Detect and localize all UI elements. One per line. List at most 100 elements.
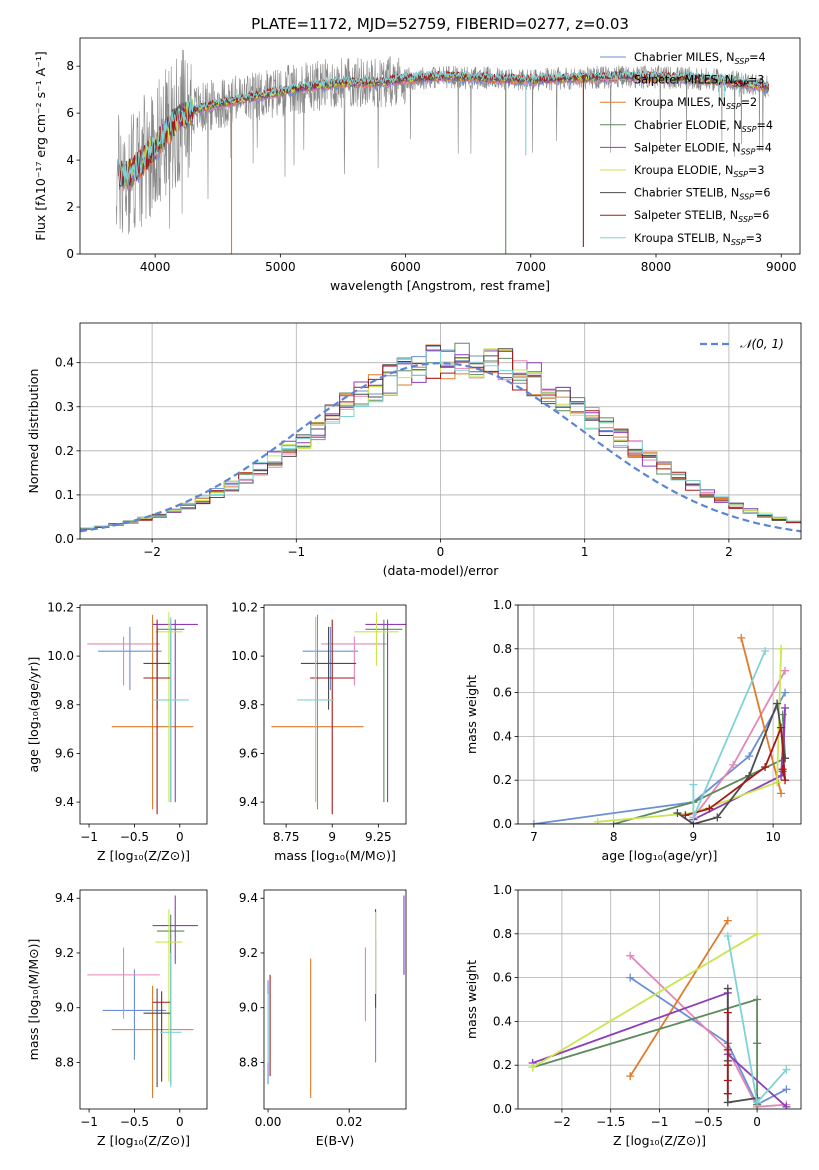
weight-point-marker bbox=[528, 1063, 537, 1072]
panel-age-vs-mass: 8.75 9 9.25 9.4 9.6 9.8 10.0 10.2 mass [log₁₀(M/… bbox=[231, 600, 407, 863]
plot-area bbox=[271, 612, 406, 815]
figure-title: PLATE=1172, MJD=52759, FIBERID=0277, z=0… bbox=[251, 15, 629, 33]
axes-frame bbox=[79, 604, 208, 825]
weight-point-marker bbox=[723, 1045, 732, 1054]
y-tick-label: 9.6 bbox=[239, 746, 258, 760]
panel-mass-vs-Z: −1 −0.5 0 8.8 9.0 9.2 9.4 Z [log₁₀(Z/Z⊙)] mass [… bbox=[26, 889, 208, 1148]
x-tick-label: 9 bbox=[328, 830, 336, 844]
y-tick-label: 0 bbox=[66, 247, 74, 261]
axes-frame bbox=[79, 889, 208, 1110]
weight-point-marker bbox=[753, 1098, 762, 1107]
weight-point-marker bbox=[723, 1098, 732, 1107]
x-axis-label: E(B-V) bbox=[316, 1133, 355, 1148]
weight-point-marker bbox=[753, 1039, 762, 1048]
x-tick-label: 10 bbox=[765, 830, 780, 844]
y-tick-label: 0.2 bbox=[493, 1058, 512, 1072]
weight-point-marker bbox=[713, 813, 722, 822]
x-tick-label: −1 bbox=[80, 830, 98, 844]
legend-label: Chabrier STELIB, NSSP=6 bbox=[634, 187, 771, 202]
weight-point-marker bbox=[773, 778, 782, 787]
y-tick-label: 9.4 bbox=[239, 795, 258, 809]
residual-histogram bbox=[80, 345, 801, 539]
weight-point-marker bbox=[782, 1065, 791, 1074]
weight-series-line bbox=[740, 637, 782, 794]
y-tick-label: 0.0 bbox=[493, 1102, 512, 1116]
weight-point-marker bbox=[626, 1072, 635, 1081]
x-axis-label: Z [log₁₀(Z/Z⊙)] bbox=[613, 1133, 706, 1148]
weight-series-line bbox=[629, 955, 787, 1108]
x-tick-label: −2 bbox=[143, 545, 161, 559]
x-tick-label: −0.5 bbox=[120, 1115, 149, 1129]
y-axis-label: age [log₁₀(age/yr)] bbox=[26, 657, 41, 773]
weight-series-line bbox=[533, 692, 786, 824]
y-axis-label: Flux [fλ10⁻¹⁷ erg cm⁻² s⁻¹ A⁻¹] bbox=[33, 51, 48, 240]
weight-point-marker bbox=[689, 780, 698, 789]
y-tick-label: 0.4 bbox=[493, 1014, 512, 1028]
x-tick-label: 9 bbox=[690, 830, 698, 844]
weight-series-line bbox=[532, 998, 758, 1105]
y-tick-label: 9.8 bbox=[239, 698, 258, 712]
weight-point-marker bbox=[705, 804, 714, 813]
y-tick-label: 6 bbox=[66, 106, 74, 120]
weight-point-marker bbox=[723, 1089, 732, 1098]
weight-series-line bbox=[532, 933, 758, 1069]
weight-point-marker bbox=[723, 916, 732, 925]
plot-area bbox=[87, 612, 198, 815]
y-tick-label: 0.8 bbox=[493, 642, 512, 656]
x-tick-label: 2 bbox=[725, 545, 733, 559]
y-tick-label: 9.2 bbox=[55, 946, 74, 960]
weight-point-marker bbox=[681, 811, 690, 820]
x-axis-label: (data-model)/error bbox=[383, 563, 500, 578]
y-tick-label: 0.3 bbox=[55, 400, 74, 414]
x-tick-label: 0 bbox=[176, 1115, 184, 1129]
y-tick-label: 0.0 bbox=[493, 817, 512, 831]
x-axis-label: mass [log₁₀(M/M⊙)] bbox=[274, 848, 396, 863]
legend-label: Chabrier ELODIE, NSSP=4 bbox=[634, 119, 773, 134]
axes-frame bbox=[263, 604, 407, 825]
weight-series-line bbox=[726, 988, 758, 1104]
y-tick-label: 0.2 bbox=[493, 773, 512, 787]
weight-point-marker bbox=[689, 813, 698, 822]
x-tick-label: 9.25 bbox=[365, 830, 392, 844]
y-axis-label: Normed distribution bbox=[26, 369, 41, 494]
y-tick-label: 0.2 bbox=[55, 444, 74, 458]
y-tick-label: 0.6 bbox=[493, 971, 512, 985]
axes-frame bbox=[517, 604, 802, 825]
panel-spectrum: 4000 5000 6000 7000 8000 9000 0 2 4 6 8 wavelength … bbox=[33, 37, 801, 293]
weight-series-line bbox=[629, 920, 729, 1077]
weight-point-marker bbox=[753, 995, 762, 1004]
weight-point-marker bbox=[723, 931, 732, 940]
legend-label: Kroupa ELODIE, NSSP=3 bbox=[634, 164, 765, 179]
x-axis-label: Z [log₁₀(Z/Z⊙)] bbox=[97, 1133, 190, 1148]
panel-residuals: −2 −1 0 1 2 0.0 0.1 0.2 0.3 0.4 (data-model)/error… bbox=[26, 322, 802, 578]
panel-age-vs-Z: −1 −0.5 0 9.4 9.6 9.8 10.0 10.2 Z [log₁₀(Z/Z⊙)] a… bbox=[26, 600, 208, 863]
weight-point-marker bbox=[729, 760, 738, 769]
x-tick-label: 8 bbox=[610, 830, 618, 844]
y-tick-label: 0.4 bbox=[493, 729, 512, 743]
weight-point-marker bbox=[626, 973, 635, 982]
y-tick-label: 8 bbox=[66, 59, 74, 73]
weight-point-marker bbox=[761, 763, 770, 772]
y-tick-label: 9.0 bbox=[239, 1001, 258, 1015]
y-axis-label: mass [log₁₀(M/M⊙)] bbox=[26, 939, 41, 1061]
x-tick-label: 0 bbox=[437, 545, 445, 559]
x-tick-label: 0 bbox=[176, 830, 184, 844]
weight-point-marker bbox=[781, 688, 790, 697]
weight-series-line bbox=[613, 714, 787, 824]
weight-point-marker bbox=[773, 699, 782, 708]
weight-point-marker bbox=[753, 929, 762, 938]
weight-point-marker bbox=[781, 666, 790, 675]
weight-point-marker bbox=[723, 1061, 732, 1070]
y-tick-label: 10.0 bbox=[47, 649, 74, 663]
weight-point-marker bbox=[626, 951, 635, 960]
y-tick-label: 0.1 bbox=[55, 488, 74, 502]
x-tick-label: 0.02 bbox=[336, 1115, 363, 1129]
x-tick-label: 7000 bbox=[516, 260, 547, 274]
x-tick-label: 6000 bbox=[390, 260, 421, 274]
weight-point-marker bbox=[782, 1085, 791, 1094]
x-tick-label: 5000 bbox=[265, 260, 296, 274]
x-axis-label: Z [log₁₀(Z/Z⊙)] bbox=[97, 848, 190, 863]
axes-frame bbox=[263, 889, 407, 1110]
legend-label: Kroupa MILES, NSSP=2 bbox=[634, 96, 757, 111]
weight-point-marker bbox=[781, 703, 790, 712]
